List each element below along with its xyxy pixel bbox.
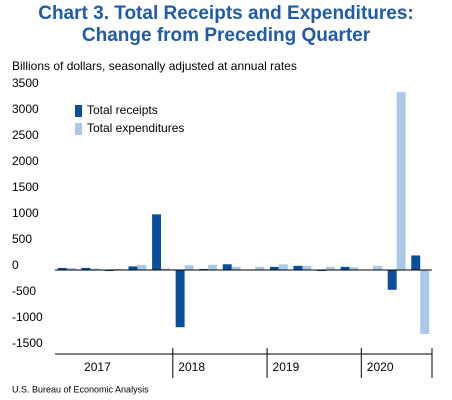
legend-label: Total expenditures <box>87 121 184 135</box>
bar <box>208 264 218 270</box>
bar <box>340 266 350 270</box>
bar <box>113 268 123 270</box>
bar <box>255 266 265 270</box>
bar <box>317 270 326 272</box>
bar <box>184 265 194 270</box>
bar <box>396 92 406 270</box>
bar <box>175 270 185 328</box>
y-tick-label: 3000 <box>12 102 39 116</box>
y-tick-label: -1000 <box>12 310 43 324</box>
legend-swatch <box>75 123 82 135</box>
y-tick-label: 2500 <box>12 128 39 142</box>
bar <box>325 266 335 270</box>
bar <box>293 265 303 270</box>
bar <box>199 268 209 270</box>
bar <box>161 268 170 270</box>
bar <box>411 255 421 270</box>
y-tick-label: 2000 <box>12 154 39 168</box>
source: U.S. Bureau of Economic Analysis <box>12 384 149 394</box>
bar <box>137 264 147 270</box>
bar <box>302 265 312 270</box>
bar <box>231 266 241 270</box>
x-tick-label: 2020 <box>367 360 394 374</box>
bar <box>90 268 100 270</box>
bar <box>269 266 279 270</box>
x-tick-label: 2018 <box>178 360 205 374</box>
y-tick-label: -500 <box>12 284 36 298</box>
bar <box>278 264 288 270</box>
y-tick-label: 3500 <box>12 76 39 90</box>
bar <box>57 267 67 270</box>
x-tick-label: 2017 <box>84 360 111 374</box>
bar <box>222 264 232 270</box>
bar <box>81 267 91 270</box>
y-tick-label: -1500 <box>12 336 43 350</box>
bar <box>349 267 359 270</box>
bar <box>66 267 76 270</box>
y-tick-label: 1500 <box>12 180 39 194</box>
legend-label: Total receipts <box>87 103 158 117</box>
chart-title: Change from Preceding Quarter <box>82 25 371 46</box>
bar <box>387 270 397 290</box>
legend-swatch <box>75 105 82 117</box>
bar <box>373 265 383 270</box>
bar <box>420 270 430 334</box>
bar <box>128 266 138 270</box>
x-tick-label: 2019 <box>273 360 300 374</box>
y-tick-label: 1000 <box>12 206 39 220</box>
bar <box>104 270 114 272</box>
y-tick-label: 500 <box>12 232 32 246</box>
subtitle: Billions of dollars, seasonally adjusted… <box>12 59 297 73</box>
chart-title: Chart 3. Total Receipts and Expenditures… <box>38 3 414 24</box>
y-tick-label: 0 <box>12 258 19 272</box>
bar <box>152 214 162 270</box>
